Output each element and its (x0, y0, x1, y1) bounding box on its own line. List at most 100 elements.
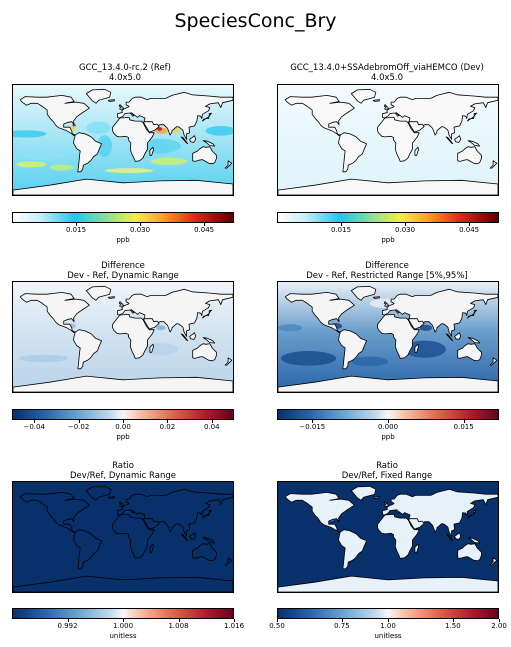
new-zealand-coastline (224, 160, 233, 169)
colorbar-tick-label: 0.00 (115, 423, 131, 431)
field-patch (205, 125, 233, 136)
arabia-coastline (143, 121, 160, 133)
sumatra-coastline (445, 136, 454, 145)
greenland-coastline (350, 485, 377, 501)
diff-restricted-subtitle: Dev - Ref, Restricted Range [5%,95%] (306, 271, 468, 281)
antarctica-coastline (278, 575, 498, 592)
uk-coastline (118, 301, 124, 307)
antarctica-coastline (13, 375, 233, 392)
colorbar-unit-label: ppb (381, 236, 395, 244)
australia-coastline (192, 343, 217, 362)
field-patch (49, 164, 75, 171)
world-map-svg (278, 482, 498, 592)
colorbar-tick-mark (463, 420, 465, 423)
figure-title: SpeciesConc_Bry (174, 10, 337, 32)
colorbar-tick-label: 0.992 (57, 622, 78, 630)
world-map-svg (13, 282, 233, 392)
diff-restricted-panel-title: Difference Dev - Ref, Restricted Range [… (267, 261, 507, 281)
new-zealand-coastline (489, 557, 498, 566)
japan-coastline (201, 112, 213, 122)
colorbar-unit-label: ppb (381, 433, 395, 441)
diff-dynamic-map (12, 281, 234, 393)
north-america-coastline (19, 491, 90, 534)
madagascar-coastline (414, 343, 420, 353)
australia-coastline (192, 543, 217, 562)
colorbar-tick-mark (234, 619, 235, 622)
field-patch (86, 121, 111, 134)
colorbar-tick-mark (167, 420, 169, 423)
dev-title-line: GCC_13.4.0+SSAdebromOff_viaHEMCO (Dev) (290, 63, 484, 73)
world-map-svg (13, 482, 233, 592)
diff-restricted-map (277, 281, 499, 393)
field-patch (403, 340, 447, 358)
field-patch (281, 351, 337, 366)
arabia-coastline (143, 318, 160, 330)
colorbar-unit-label: unitless (374, 632, 402, 640)
madagascar-coastline (149, 343, 155, 353)
field-patch (19, 354, 68, 363)
arabia-coastline (408, 518, 425, 530)
madagascar-coastline (414, 543, 420, 553)
uk-coastline (118, 501, 124, 507)
colorbar-tick-mark (204, 223, 206, 226)
uk-coastline (118, 104, 124, 110)
field-patch (16, 161, 47, 168)
colorbar-tick-label: 0.030 (395, 226, 416, 234)
colorbar-tick-label: 0.015 (66, 226, 87, 234)
colorbar-tick-label: 0.030 (130, 226, 151, 234)
japan-coastline (466, 309, 478, 319)
sumatra-coastline (180, 333, 189, 342)
antarctica-coastline (278, 375, 498, 392)
eurasia-coastline (117, 91, 233, 140)
greenland-coastline (85, 88, 112, 104)
colorbar-unit-label: ppb (116, 433, 130, 441)
colorbar-tick-label: −0.02 (67, 423, 90, 431)
new-zealand-coastline (224, 357, 233, 366)
colorbar-tick-label: 1.50 (445, 622, 461, 630)
ratio-fixed-map (277, 481, 499, 593)
colorbar-tick-label: 0.04 (204, 423, 220, 431)
south-america-coastline (338, 529, 367, 570)
colorbar-tick-label: 1.00 (380, 622, 396, 630)
borneo-coastline (189, 135, 197, 143)
sumatra-coastline (180, 136, 189, 145)
new-guinea-coastline (467, 337, 481, 344)
dev-map (277, 84, 499, 196)
borneo-coastline (189, 532, 197, 540)
colorbar-tick-mark (76, 223, 78, 226)
new-zealand-coastline (489, 160, 498, 169)
sumatra-coastline (180, 533, 189, 542)
greenland-coastline (85, 285, 112, 301)
new-guinea-coastline (467, 537, 481, 544)
eurasia-coastline (117, 288, 233, 337)
colorbar-tick-mark (78, 420, 80, 423)
world-map-svg (13, 85, 233, 195)
ratio-fixed-colorbar (277, 608, 499, 619)
colorbar-tick-label: 0.015 (331, 226, 352, 234)
diff-dynamic-subtitle: Dev - Ref, Dynamic Range (67, 271, 179, 281)
eurasia-coastline (117, 488, 233, 537)
ratio-dynamic-title-line: Ratio (112, 461, 134, 471)
colorbar-tick-label: 0.045 (194, 226, 215, 234)
new-zealand-coastline (489, 357, 498, 366)
ref-panel-title: GCC_13.4.0-rc.2 (Ref) 4.0x5.0 (5, 63, 245, 83)
africa-coastline (112, 514, 155, 559)
field-patch (150, 157, 188, 166)
field-patch (157, 127, 163, 131)
south-america-coastline (338, 132, 367, 173)
borneo-coastline (454, 135, 462, 143)
diff-dynamic-colorbar (12, 409, 234, 420)
madagascar-coastline (149, 543, 155, 553)
australia-coastline (457, 343, 482, 362)
colorbar-tick-mark (34, 420, 36, 423)
ratio-fixed-subtitle: Dev/Ref, Fixed Range (341, 471, 433, 481)
colorbar-tick-label: 0.015 (453, 423, 474, 431)
field-patch (138, 138, 182, 154)
south-america-coastline (73, 329, 102, 370)
colorbar-unit-label: ppb (116, 236, 130, 244)
ref-map (12, 84, 234, 196)
field-patch (173, 128, 181, 134)
dev-panel-title: GCC_13.4.0+SSAdebromOff_viaHEMCO (Dev) 4… (267, 63, 507, 83)
iceland-coastline (372, 99, 380, 102)
madagascar-coastline (414, 146, 420, 156)
